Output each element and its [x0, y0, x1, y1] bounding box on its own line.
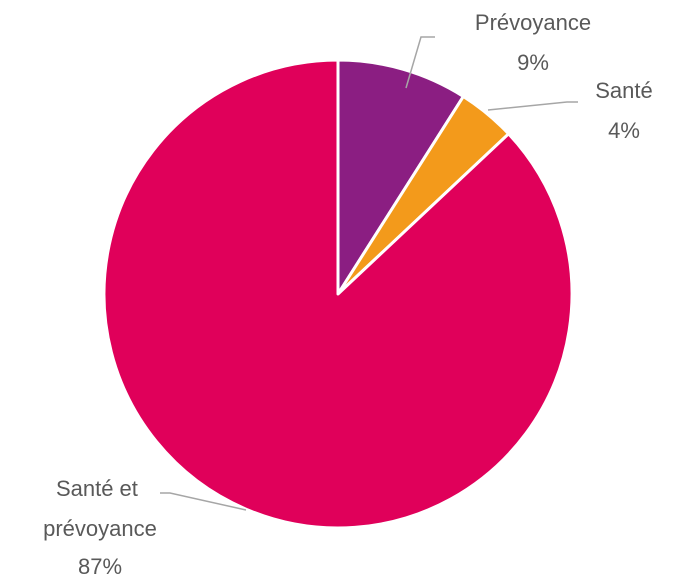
label-sante-et-prevoyance-line1: Santé et [56, 476, 138, 501]
pie-slices [102, 58, 574, 530]
label-sante-et-prevoyance-name: Santé et prévoyance [43, 476, 157, 541]
pie-slice-sante-et-prevoyance [102, 58, 574, 530]
leader-line-sante-et-prevoyance [160, 492, 247, 511]
leader-line-sante [487, 101, 578, 111]
label-prevoyance-name: Prévoyance [475, 10, 591, 35]
label-sante-et-prevoyance-value: 87% [78, 554, 122, 578]
leader-lines [160, 36, 578, 511]
label-prevoyance-value: 9% [517, 50, 549, 75]
data-labels: Prévoyance 9% Santé 4% Santé et prévoyan… [43, 10, 653, 578]
leader-line-prevoyance [405, 36, 435, 89]
pie-slice-prevoyance [336, 58, 465, 296]
label-sante-value: 4% [608, 118, 640, 143]
label-sante-name: Santé [595, 78, 653, 103]
label-sante-et-prevoyance-line2: prévoyance [43, 516, 157, 541]
